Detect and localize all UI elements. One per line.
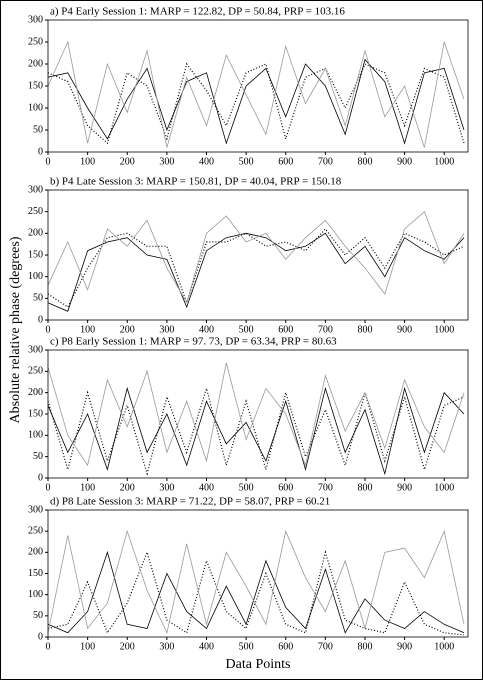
x-tick-label: 300: [159, 641, 174, 652]
x-tick-label: 600: [278, 324, 293, 335]
y-tick-label: 300: [28, 184, 43, 195]
x-tick-label: 500: [239, 156, 254, 167]
y-tick-label: 150: [28, 249, 43, 260]
series-line: [47, 550, 465, 634]
y-tick-label: 250: [28, 36, 43, 47]
x-tick-label: 400: [199, 641, 214, 652]
x-tick-label: 200: [120, 324, 135, 335]
x-tick-label: 400: [199, 324, 214, 335]
y-tick-label: 50: [33, 293, 43, 304]
y-tick-label: 200: [28, 228, 43, 239]
x-tick-label: 700: [318, 641, 333, 652]
y-tick-label: 100: [28, 102, 43, 113]
series-line: [47, 362, 465, 467]
y-tick-label: 0: [38, 146, 43, 157]
x-tick-label: 200: [120, 156, 135, 167]
x-tick-label: 500: [239, 641, 254, 652]
x-tick-label: 300: [159, 324, 174, 335]
y-tick-label: 50: [33, 610, 43, 621]
y-tick-label: 100: [28, 430, 43, 441]
x-tick-label: 800: [357, 482, 372, 493]
series-line: [47, 529, 465, 635]
y-tick-label: 50: [33, 124, 43, 135]
x-tick-label: 0: [46, 156, 51, 167]
y-tick-label: 150: [28, 408, 43, 419]
x-tick-label: 900: [397, 156, 412, 167]
panel-title: c) P8 Early Session 1: MARP = 97. 73, DP…: [50, 336, 337, 348]
series-line: [47, 58, 465, 145]
y-axis-label: Absolute relative phase (degrees): [8, 236, 23, 423]
y-tick-label: 200: [28, 547, 43, 558]
y-tick-label: 100: [28, 271, 43, 282]
y-tick-label: 200: [28, 58, 43, 69]
series-line: [47, 40, 465, 148]
x-tick-label: 300: [159, 156, 174, 167]
x-tick-label: 100: [80, 482, 95, 493]
x-tick-label: 400: [199, 156, 214, 167]
x-tick-label: 900: [397, 324, 412, 335]
x-tick-label: 400: [199, 482, 214, 493]
y-tick-label: 200: [28, 387, 43, 398]
y-tick-label: 250: [28, 366, 43, 377]
x-tick-label: 200: [120, 641, 135, 652]
panel-title: b) P4 Late Session 3: MARP = 150.81, DP …: [50, 176, 342, 188]
y-tick-label: 250: [28, 525, 43, 536]
x-tick-label: 700: [318, 324, 333, 335]
series-line: [47, 232, 465, 312]
y-tick-label: 0: [38, 631, 43, 642]
y-tick-label: 50: [33, 451, 43, 462]
x-tick-label: 1000: [434, 324, 454, 335]
x-tick-label: 500: [239, 324, 254, 335]
panel-title: a) P4 Early Session 1: MARP = 122.82, DP…: [50, 6, 345, 18]
y-tick-label: 150: [28, 568, 43, 579]
x-tick-label: 0: [46, 482, 51, 493]
x-tick-label: 1000: [434, 641, 454, 652]
x-tick-label: 800: [357, 156, 372, 167]
x-tick-label: 100: [80, 641, 95, 652]
x-tick-label: 500: [239, 482, 254, 493]
x-axis-label: Data Points: [226, 657, 291, 672]
x-tick-label: 300: [159, 482, 174, 493]
x-tick-label: 800: [357, 641, 372, 652]
y-tick-label: 0: [38, 314, 43, 325]
series-line: [47, 386, 465, 476]
panel-title: d) P8 Late Session 3: MARP = 71.22, DP =…: [50, 496, 330, 508]
x-tick-label: 100: [80, 156, 95, 167]
x-tick-label: 600: [278, 641, 293, 652]
series-line: [47, 211, 465, 304]
y-tick-label: 300: [28, 504, 43, 515]
series-line: [47, 386, 465, 476]
x-tick-label: 1000: [434, 156, 454, 167]
x-tick-label: 200: [120, 482, 135, 493]
x-tick-label: 800: [357, 324, 372, 335]
x-tick-label: 0: [46, 324, 51, 335]
x-tick-label: 900: [397, 482, 412, 493]
x-tick-label: 0: [46, 641, 51, 652]
y-tick-label: 300: [28, 14, 43, 25]
y-tick-label: 300: [28, 344, 43, 355]
x-tick-label: 600: [278, 156, 293, 167]
x-tick-label: 100: [80, 324, 95, 335]
x-tick-label: 700: [318, 482, 333, 493]
y-tick-label: 0: [38, 472, 43, 483]
series-line: [47, 62, 465, 145]
x-tick-label: 700: [318, 156, 333, 167]
x-tick-label: 1000: [434, 482, 454, 493]
x-tick-label: 900: [397, 641, 412, 652]
y-tick-label: 100: [28, 589, 43, 600]
y-tick-label: 150: [28, 80, 43, 91]
x-tick-label: 600: [278, 482, 293, 493]
y-tick-label: 250: [28, 206, 43, 217]
